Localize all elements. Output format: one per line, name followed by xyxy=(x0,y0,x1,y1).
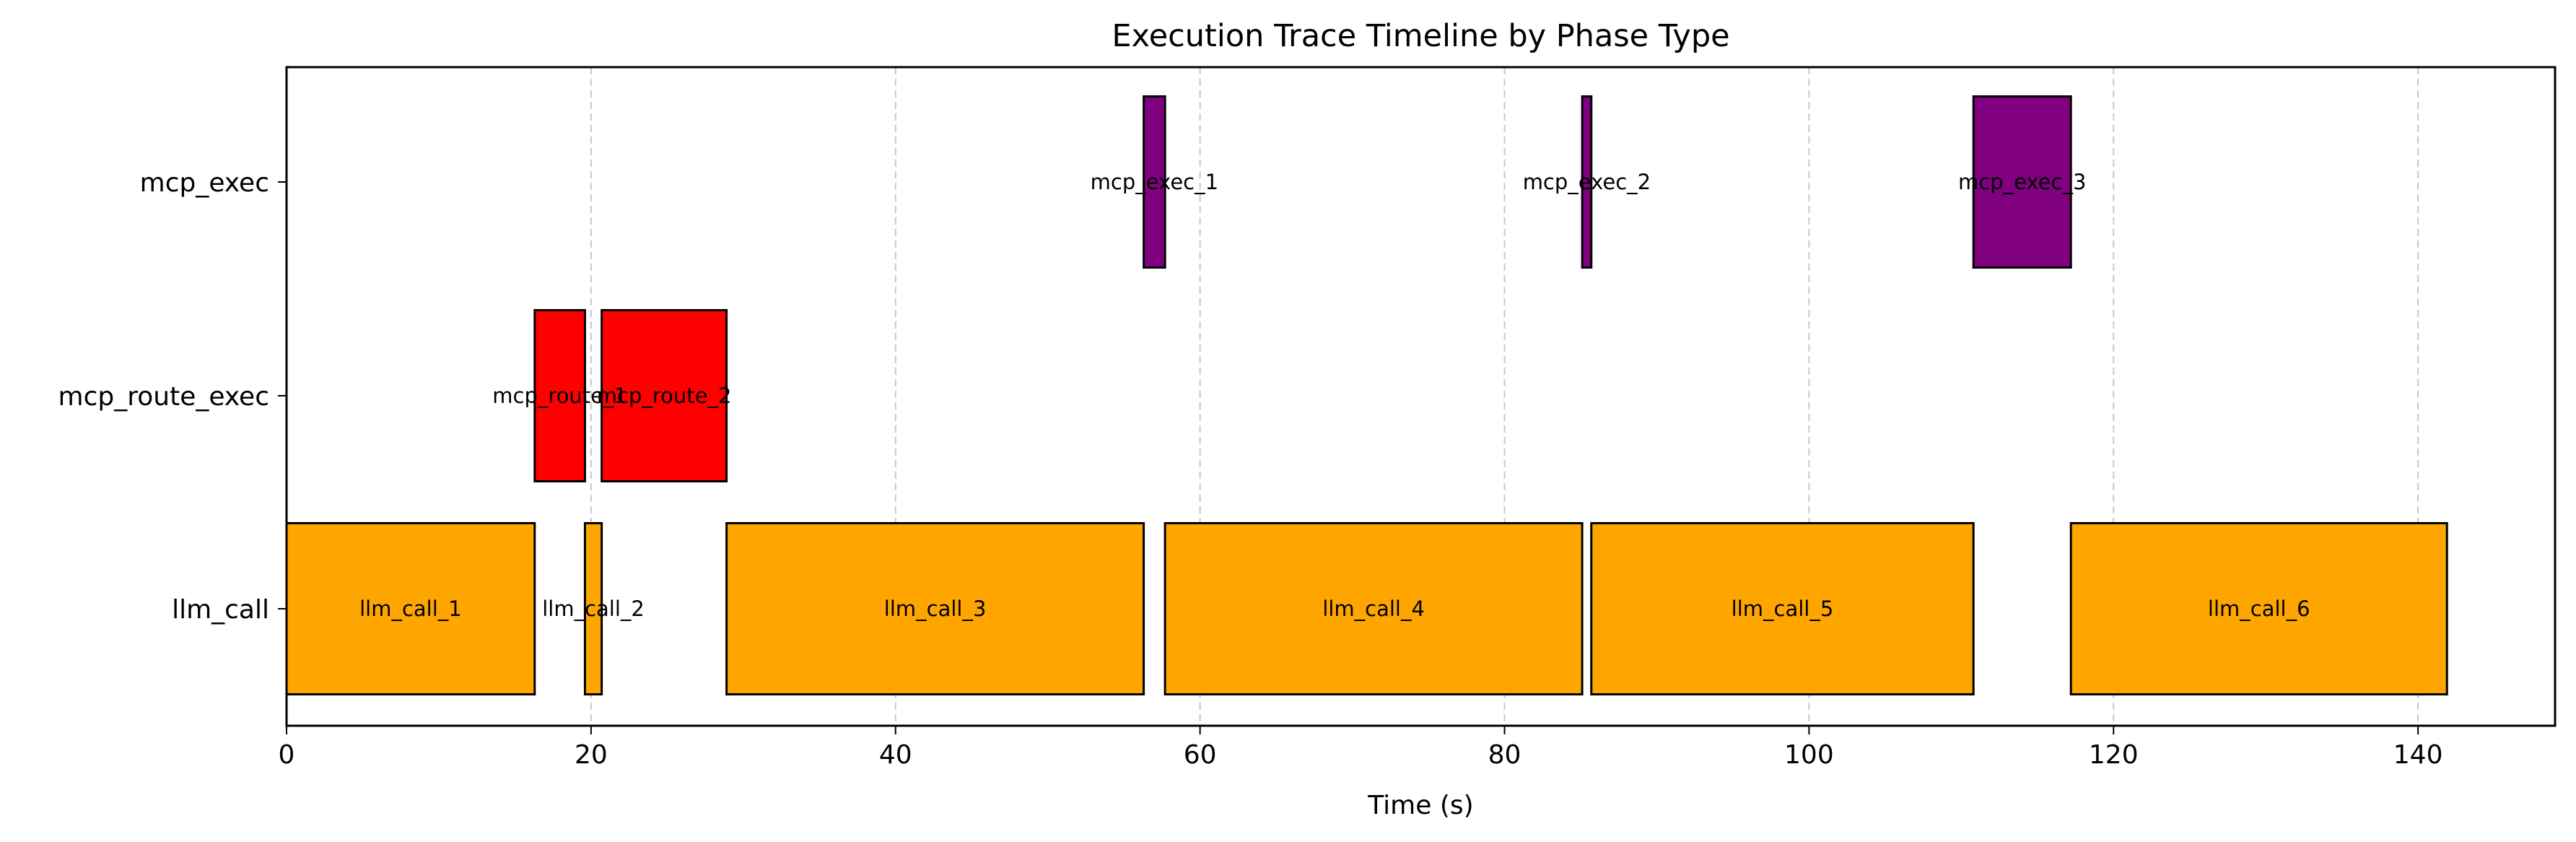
bar-label-mcp_exec_1: mcp_exec_1 xyxy=(1091,170,1218,194)
y-tick-label-mcp_exec: mcp_exec xyxy=(140,168,269,198)
bar-mcp_exec_3 xyxy=(1972,95,2072,269)
bar-label-llm_call_2: llm_call_2 xyxy=(542,596,645,621)
bar-llm_call_6 xyxy=(2069,522,2448,695)
bar-mcp_exec_2 xyxy=(1581,95,1593,269)
bar-label-mcp_route_1: mcp_route_1 xyxy=(492,383,627,408)
bar-label-mcp_exec_2: mcp_exec_2 xyxy=(1523,170,1651,194)
x-axis-ticks: 0 20 40 60 80 100 120 140 xyxy=(279,726,2443,770)
x-tick-label: 100 xyxy=(1784,740,1834,770)
x-tick-label: 120 xyxy=(2089,740,2139,770)
x-tick-label: 20 xyxy=(575,740,608,770)
bar-mcp_exec_1 xyxy=(1143,95,1166,269)
bar-label-llm_call_3: llm_call_3 xyxy=(884,596,987,621)
grid-lines xyxy=(590,67,2419,726)
bar-mcp_route_2 xyxy=(601,309,728,482)
bar-llm_call_4 xyxy=(1163,522,1584,695)
x-tick-label: 80 xyxy=(1488,740,1521,770)
bar-label-llm_call_4: llm_call_4 xyxy=(1322,596,1425,621)
chart-title: Execution Trace Timeline by Phase Type xyxy=(1112,18,1729,54)
bar-llm_call_3 xyxy=(725,522,1145,695)
bar-label-mcp_exec_3: mcp_exec_3 xyxy=(1958,170,2086,194)
bar-label-llm_call_5: llm_call_5 xyxy=(1732,596,1834,621)
bar-llm_call_5 xyxy=(1590,522,1975,695)
bar-label-llm_call_1: llm_call_1 xyxy=(359,596,462,621)
bar-mcp_route_1 xyxy=(533,309,586,482)
x-tick-label: 40 xyxy=(879,740,912,770)
bar-llm_call_2 xyxy=(583,522,603,695)
y-tick-label-llm_call: llm_call xyxy=(172,595,269,625)
y-axis-ticks: llm_call mcp_route_exec mcp_exec xyxy=(58,168,287,625)
timeline-bars: llm_call_1 llm_call_2 llm_call_3 llm_call_4… xyxy=(285,95,2448,695)
y-tick-label-mcp_route_exec: mcp_route_exec xyxy=(58,382,269,412)
x-axis-label: Time (s) xyxy=(1367,791,1473,820)
x-tick-label: 0 xyxy=(279,740,295,770)
x-tick-label: 60 xyxy=(1184,740,1217,770)
bar-label-llm_call_6: llm_call_6 xyxy=(2208,596,2310,621)
x-tick-label: 140 xyxy=(2393,740,2443,770)
bar-label-mcp_route_2: mcp_route_2 xyxy=(597,383,732,408)
